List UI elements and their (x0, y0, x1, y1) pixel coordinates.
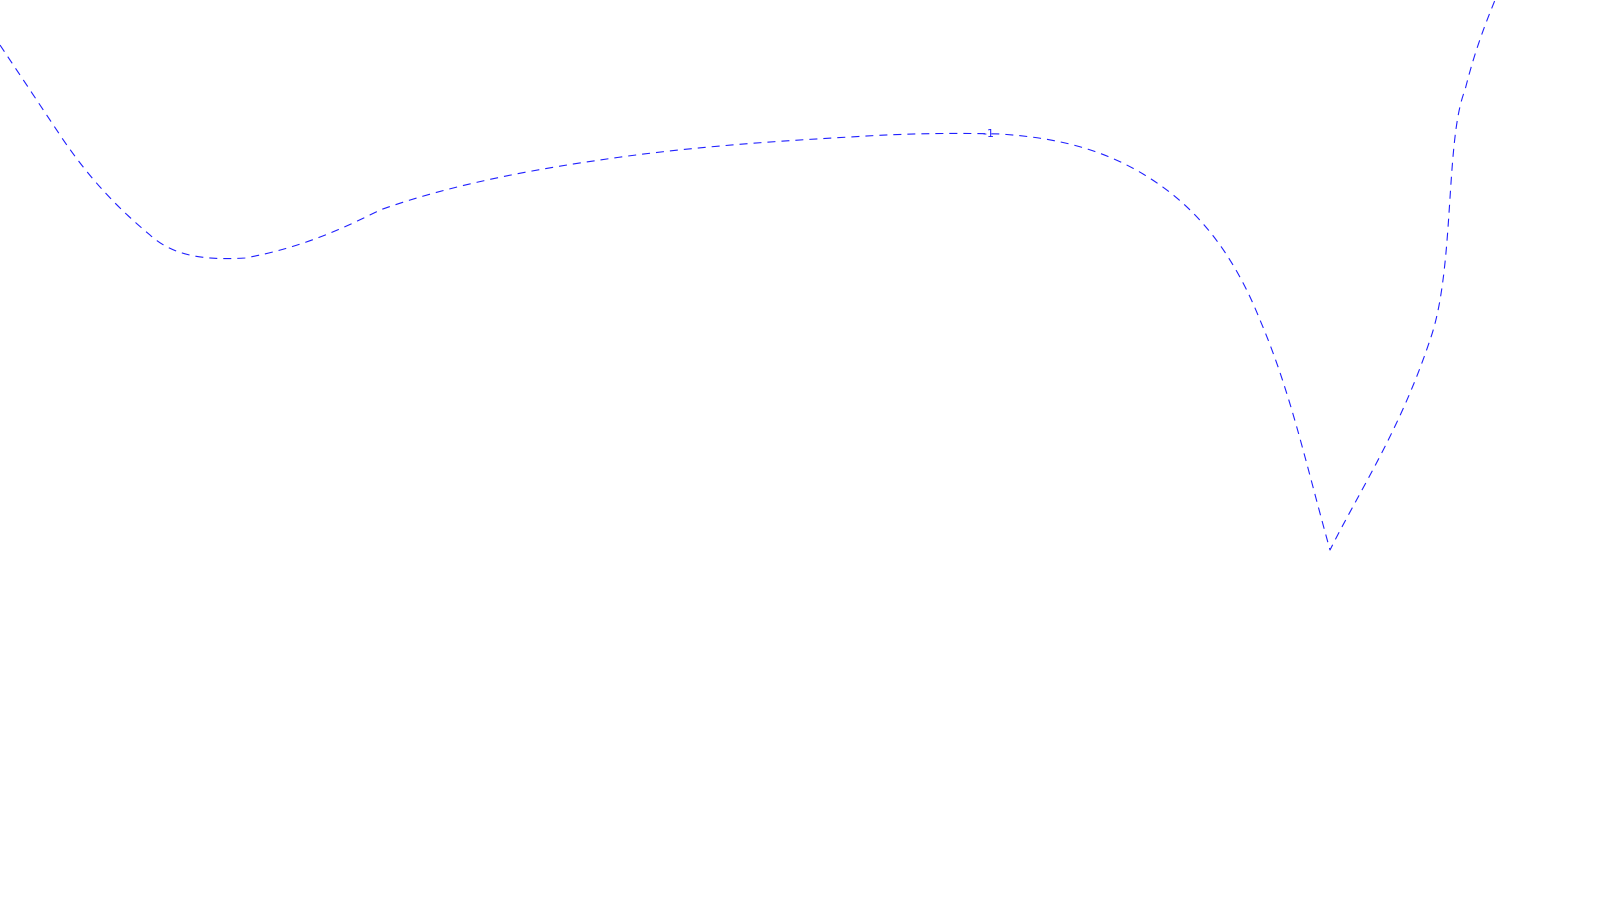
contour-value-label: -1 (983, 127, 994, 140)
dashed-contour-line (0, 0, 1496, 551)
